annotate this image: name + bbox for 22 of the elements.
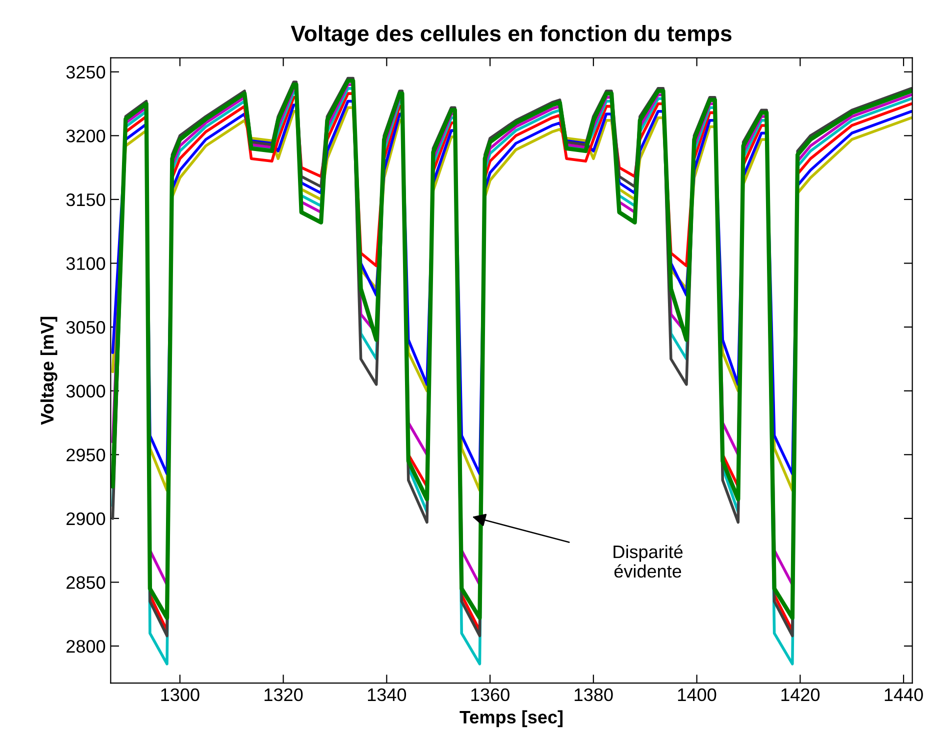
y-tick-label: 3000 [66, 384, 106, 398]
y-tick-label: 3100 [66, 257, 106, 270]
y-tick-label: 2800 [66, 640, 106, 653]
y-tick-label: 2900 [66, 512, 106, 526]
x-tick-label: 1400 [678, 688, 716, 702]
y-tick-label: 3200 [66, 130, 106, 142]
x-tick-label: 1420 [781, 688, 820, 702]
y-tick-label: 3050 [66, 320, 106, 334]
x-tick-label: 1440 [884, 688, 923, 702]
annotation: Disparité évidente [614, 544, 683, 578]
x-tick-label: 1340 [368, 688, 406, 702]
x-tick-label: 1300 [161, 688, 200, 702]
y-axis-title: Voltage [mV] [40, 316, 58, 425]
y-tick-label: 3250 [66, 66, 106, 79]
x-tick-label: 1360 [471, 688, 510, 702]
y-tick-label: 2950 [66, 448, 106, 462]
y-tick-label: 3150 [66, 193, 106, 206]
x-axis-title: Temps [sec] [460, 710, 563, 728]
y-tick-label: 2850 [66, 576, 106, 589]
x-tick-label: 1320 [264, 688, 303, 702]
x-tick-label: 1380 [574, 688, 613, 702]
chart-title: Voltage des cellules en fonction du temps [290, 25, 732, 46]
